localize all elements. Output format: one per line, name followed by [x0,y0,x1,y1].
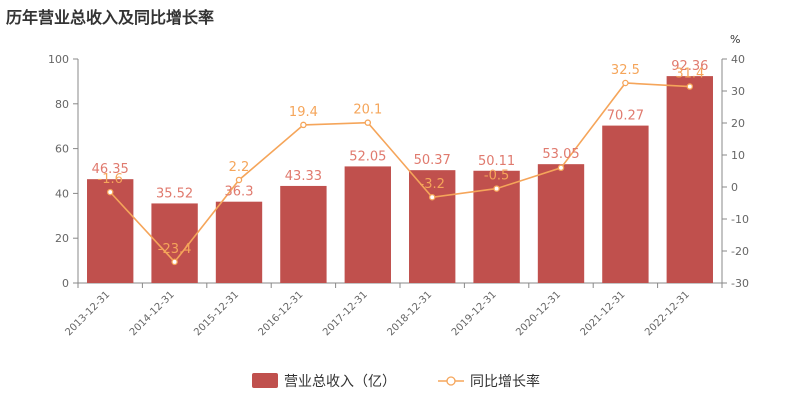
revenue-bar [280,185,327,283]
revenue-bar [666,76,713,283]
legend-line-label: 同比增长率 [470,373,540,390]
growth-point-label: 32.5 [611,63,640,78]
revenue-bar-label: 52.05 [349,149,386,164]
growth-point [493,185,500,192]
y-left-tick-label: 20 [55,232,69,245]
y-right-tick-label: -20 [731,245,749,258]
y-left-tick-label: 60 [55,143,69,156]
y-left-tick-label: 80 [55,98,69,111]
x-tick-label: 2014-12-31 [128,289,177,338]
y-left-tick-label: 40 [55,187,69,200]
growth-point [235,176,243,184]
x-tick-label: 2018-12-31 [385,289,434,338]
revenue-bar-label: 36.3 [225,185,254,200]
y-right-tick-label: -10 [731,213,749,226]
growth-point-label: -0.5 [484,169,509,184]
growth-point-label: 2.2 [229,160,250,175]
revenue-bar-label: 35.52 [156,186,193,201]
revenue-bar-label: 50.37 [414,153,451,168]
revenue-bar-label: 92.36 [671,59,708,74]
growth-point-label: 31.4 [675,67,704,82]
revenue-bar [215,201,263,283]
growth-point [171,258,178,266]
revenue-bar [537,164,585,283]
y-right-tick-label: 10 [731,149,745,162]
y-right-tick-label: 0 [731,181,738,194]
legend-bar-label: 营业总收入（亿） [284,374,396,390]
x-tick-label: 2017-12-31 [321,289,370,338]
legend-bar-swatch [252,373,278,388]
growth-point [300,121,307,129]
growth-point-label: 19.4 [289,105,318,120]
x-tick-label: 2022-12-31 [643,289,692,338]
revenue-bar [409,170,456,283]
growth-point-label: -23.4 [158,242,192,257]
growth-point-label: -1.6 [98,172,123,187]
revenue-bar-label: 46.35 [92,162,129,177]
chart-title: 历年营业总收入及同比增长率 [6,8,215,27]
x-tick-label: 2021-12-31 [579,289,628,338]
y-left-tick-label: 100 [48,53,69,66]
growth-point [622,79,629,87]
growth-point [686,83,694,90]
x-tick-label: 2015-12-31 [192,289,241,338]
revenue-bar-label: 43.33 [285,169,322,184]
growth-point [106,188,114,196]
growth-point-label: -3.2 [420,177,445,192]
y-right-unit: % [730,33,740,46]
revenue-bar [344,166,391,283]
growth-point [557,164,565,172]
x-tick-label: 2013-12-31 [63,289,112,338]
growth-line [109,82,690,264]
y-right-tick-label: 30 [731,85,745,98]
y-right-tick-label: 40 [731,53,745,66]
growth-point-label: 20.1 [353,103,382,118]
revenue-bar-label: 53.05 [542,147,579,162]
revenue-bar [602,125,649,283]
growth-point [428,193,436,201]
growth-point [364,119,372,126]
x-tick-label: 2016-12-31 [257,289,306,338]
x-tick-label: 2020-12-31 [514,289,563,338]
revenue-bar [87,179,134,283]
y-left-tick-label: 0 [62,277,69,290]
revenue-bar-label: 70.27 [607,109,644,124]
y-right-tick-label: -30 [731,277,749,290]
revenue-bar-label: 50.11 [478,154,515,169]
legend-line-marker [446,376,456,386]
y-right-tick-label: 20 [731,117,745,130]
x-tick-label: 2019-12-31 [450,289,499,338]
